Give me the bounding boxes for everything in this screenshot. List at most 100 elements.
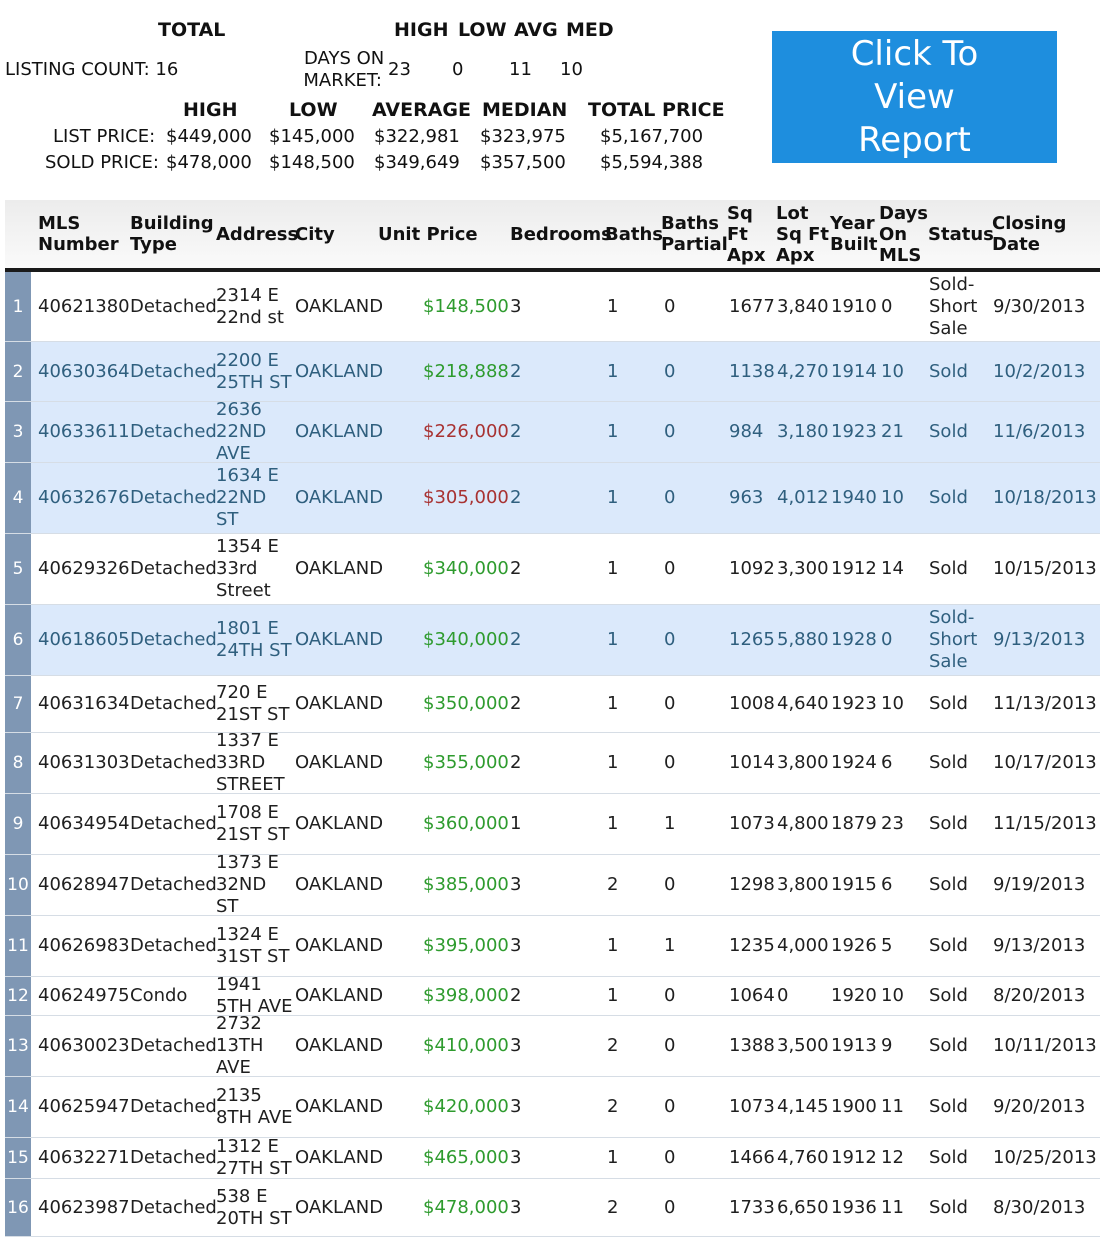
cell-closing-date: 10/25/2013	[993, 1147, 1097, 1168]
cell-baths: 2	[607, 1035, 619, 1056]
cell-status: Sold	[929, 487, 968, 508]
cell-baths-partial: 0	[664, 1147, 676, 1168]
table-row[interactable]: 2 40630364 Detached 2200 E 25TH ST OAKLAND $2…	[5, 342, 1100, 402]
column-header-sq-ft[interactable]: Sq Ft Apx	[727, 202, 766, 266]
cell-unit-price: $395,000	[423, 935, 509, 956]
cell-unit-price: $478,000	[423, 1196, 509, 1218]
row-number: 1	[5, 272, 31, 341]
column-header-address[interactable]: Address	[216, 223, 299, 245]
cell-mls-number[interactable]: 40630364	[38, 360, 130, 382]
cell-mls-number[interactable]: 40631303	[38, 752, 130, 773]
cell-address: 1354 E 33rd Street	[216, 536, 279, 601]
cell-baths: 1	[607, 813, 619, 834]
column-header-year-built[interactable]: Year Built	[830, 213, 878, 255]
cell-days-on-mls: 10	[881, 693, 904, 714]
cell-mls-number[interactable]: 40618605	[38, 629, 130, 650]
column-header-closing-date[interactable]: Closing Date	[992, 213, 1067, 255]
column-header-days-on-mls[interactable]: Days On MLS	[879, 202, 928, 266]
cell-baths: 1	[607, 295, 619, 317]
cell-mls-number[interactable]: 40631634	[38, 693, 130, 714]
cell-mls-number[interactable]: 40624975	[38, 985, 130, 1006]
cell-year-built: 1900	[831, 1096, 877, 1117]
stat-header-high: HIGH	[394, 19, 449, 41]
cell-mls-number[interactable]: 40634954	[38, 813, 130, 834]
cell-baths-partial: 0	[664, 985, 676, 1006]
cell-mls-number[interactable]: 40621380	[38, 295, 130, 317]
table-row[interactable]: 7 40631634 Detached 720 E 21ST ST OAKLAND $35…	[5, 676, 1100, 733]
column-header-baths-partial[interactable]: Baths Partial	[661, 213, 728, 255]
cell-mls-number[interactable]: 40628947	[38, 874, 130, 895]
cell-address: 2732 13TH AVE	[216, 1013, 264, 1078]
table-row[interactable]: 12 40624975 Condo 1941 5TH AVE OAKLAND $398,0…	[5, 974, 1100, 1017]
column-header-city[interactable]: City	[295, 223, 335, 245]
table-row[interactable]: 10 40628947 Detached 1373 E 32ND ST OAKLAND $…	[5, 852, 1100, 917]
cell-unit-price: $218,888	[423, 360, 509, 382]
cell-mls-number[interactable]: 40626983	[38, 935, 130, 956]
column-header-building-type[interactable]: Building Type	[130, 213, 214, 255]
cell-days-on-mls: 0	[881, 295, 893, 317]
table-row[interactable]: 1 40621380 Detached 2314 E 22nd st OAKLAND $1…	[5, 272, 1100, 342]
table-row[interactable]: 6 40618605 Detached 1801 E 24TH ST OAKLAND $3…	[5, 605, 1100, 676]
column-header-bedrooms[interactable]: Bedrooms	[510, 223, 612, 245]
column-header-mls-number[interactable]: MLS Number	[38, 213, 119, 255]
table-row[interactable]: 3 40633611 Detached 2636 22ND AVE OAKLAND $22…	[5, 399, 1100, 464]
view-report-button[interactable]: Click To View Report	[772, 31, 1057, 163]
table-row[interactable]: 9 40634954 Detached 1708 E 21ST ST OAKLAND $3…	[5, 794, 1100, 855]
column-header-status[interactable]: Status	[928, 223, 994, 245]
table-row[interactable]: 4 40632676 Detached 1634 E 22ND ST OAKLAND $3…	[5, 463, 1100, 534]
table-row[interactable]: 15 40632271 Detached 1312 E 27TH ST OAKLAND $…	[5, 1136, 1100, 1179]
column-header-lot-sq-ft[interactable]: Lot Sq Ft Apx	[776, 202, 830, 266]
cell-days-on-mls: 6	[881, 752, 893, 773]
cell-lot-sq-ft: 4,145	[777, 1096, 829, 1117]
table-row[interactable]: 8 40631303 Detached 1337 E 33RD STREET OAKLA…	[5, 730, 1100, 795]
cell-year-built: 1912	[831, 558, 877, 579]
cell-baths: 1	[607, 935, 619, 956]
cell-status: Sold	[929, 752, 968, 773]
cell-bedrooms: 3	[510, 874, 522, 895]
cell-year-built: 1940	[831, 487, 877, 508]
column-header-unit-price[interactable]: Unit Price	[378, 223, 478, 245]
cell-city: OAKLAND	[295, 1147, 384, 1168]
cell-year-built: 1924	[831, 752, 877, 773]
cell-mls-number[interactable]: 40632676	[38, 487, 130, 508]
cell-city: OAKLAND	[295, 558, 384, 579]
cell-closing-date: 9/20/2013	[993, 1096, 1086, 1117]
cell-days-on-mls: 11	[881, 1196, 904, 1218]
cell-baths-partial: 0	[664, 421, 676, 442]
cell-lot-sq-ft: 3,800	[777, 874, 829, 895]
table-row[interactable]: 16 40623987 Detached 538 E 20TH ST OAKLAND $4…	[5, 1179, 1100, 1237]
view-report-line-1: Click To	[850, 33, 979, 74]
cell-closing-date: 10/18/2013	[993, 487, 1097, 508]
price-header-median: MEDIAN	[482, 99, 568, 121]
table-row[interactable]: 13 40630023 Detached 2732 13TH AVE OAKLAND $4…	[5, 1013, 1100, 1078]
cell-city: OAKLAND	[295, 985, 384, 1006]
cell-address: 1337 E 33RD STREET	[216, 730, 285, 795]
row-number: 7	[5, 676, 31, 732]
cell-mls-number[interactable]: 40630023	[38, 1035, 130, 1056]
cell-mls-number[interactable]: 40632271	[38, 1147, 130, 1168]
cell-year-built: 1926	[831, 935, 877, 956]
cell-mls-number[interactable]: 40625947	[38, 1096, 130, 1117]
row-number: 2	[5, 342, 31, 401]
cell-sq-ft: 1014	[729, 752, 775, 773]
cell-building-type: Detached	[130, 752, 217, 773]
price-header-low: LOW	[289, 99, 338, 121]
cell-status: Sold	[929, 1096, 968, 1117]
cell-bedrooms: 3	[510, 1035, 522, 1056]
cell-year-built: 1923	[831, 693, 877, 714]
cell-building-type: Detached	[130, 295, 217, 317]
column-header-baths[interactable]: Baths	[605, 223, 663, 245]
cell-mls-number[interactable]: 40633611	[38, 421, 130, 442]
cell-year-built: 1910	[831, 295, 877, 317]
cell-lot-sq-ft: 3,840	[777, 295, 829, 317]
cell-days-on-mls: 11	[881, 1096, 904, 1117]
cell-sq-ft: 1298	[729, 874, 775, 895]
cell-status: Sold	[929, 985, 968, 1006]
table-row[interactable]: 14 40625947 Detached 2135 8TH AVE OAKLAND $42…	[5, 1077, 1100, 1138]
cell-closing-date: 11/13/2013	[993, 693, 1097, 714]
cell-mls-number[interactable]: 40629326	[38, 558, 130, 579]
cell-unit-price: $398,000	[423, 985, 509, 1006]
cell-mls-number[interactable]: 40623987	[38, 1196, 130, 1218]
table-row[interactable]: 5 40629326 Detached 1354 E 33rd Street OAKLA…	[5, 534, 1100, 605]
table-row[interactable]: 11 40626983 Detached 1324 E 31ST ST OAKLAND $…	[5, 916, 1100, 977]
